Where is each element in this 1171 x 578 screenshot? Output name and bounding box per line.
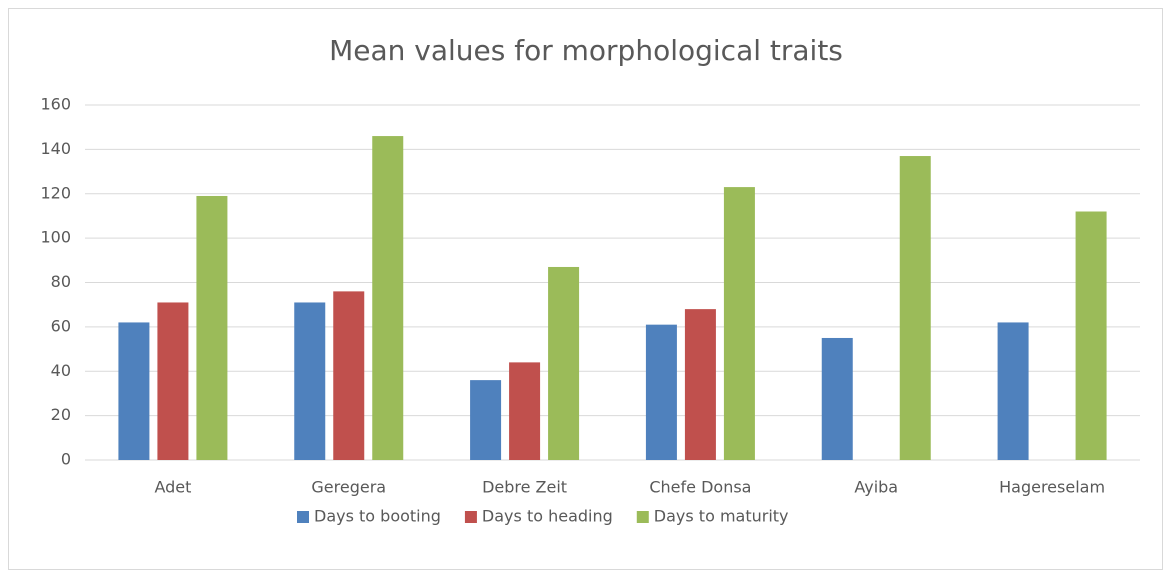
bar: [333, 291, 365, 460]
bar: [723, 187, 755, 460]
bar: [684, 309, 716, 460]
y-tick-label: 100: [40, 228, 71, 247]
y-tick-label: 80: [51, 272, 71, 291]
x-tick-label: Chefe Donsa: [649, 478, 751, 497]
bar: [548, 266, 580, 460]
x-tick-label: Adet: [154, 478, 191, 497]
bar: [196, 195, 228, 460]
bar: [645, 324, 677, 460]
legend-label: Days to maturity: [654, 507, 789, 526]
y-tick-label: 60: [51, 316, 71, 335]
bar: [470, 380, 502, 460]
legend-swatch: [464, 511, 477, 523]
y-tick-label: 0: [61, 450, 71, 469]
bar: [997, 322, 1029, 460]
y-tick-label: 140: [40, 139, 71, 158]
y-tick-label: 120: [40, 183, 71, 202]
bar: [157, 302, 189, 460]
bar: [509, 362, 541, 460]
legend-swatch: [636, 511, 649, 523]
bar: [1075, 211, 1107, 460]
bar: [118, 322, 150, 460]
x-tick-label: Debre Zeit: [482, 478, 567, 497]
chart-title: Mean values for morphological traits: [329, 34, 843, 67]
bar: [294, 302, 326, 460]
y-tick-label: 40: [51, 361, 71, 380]
y-tick-label: 20: [51, 405, 71, 424]
bar: [899, 156, 931, 460]
x-tick-label: Geregera: [311, 478, 386, 497]
y-tick-label: 160: [40, 95, 71, 114]
legend-label: Days to booting: [314, 507, 441, 526]
legend-label: Days to heading: [482, 507, 613, 526]
x-tick-label: Ayiba: [854, 478, 898, 497]
bar: [821, 337, 853, 460]
x-tick-label: Hagereselam: [999, 478, 1105, 497]
legend-swatch: [297, 511, 309, 523]
bar: [372, 136, 404, 460]
